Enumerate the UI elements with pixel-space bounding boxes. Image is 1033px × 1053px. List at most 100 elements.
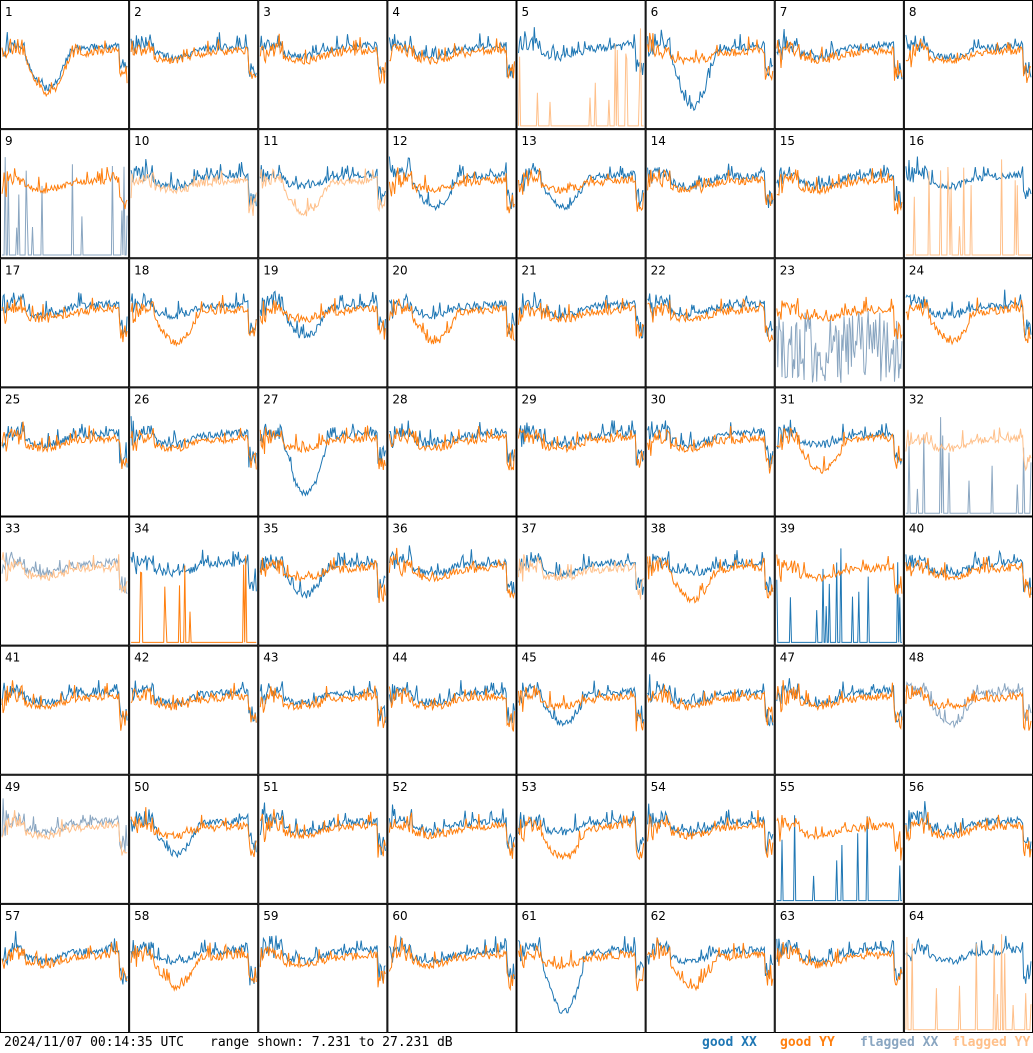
series-xx	[2, 157, 128, 256]
tile-label: 18	[134, 263, 149, 277]
tile-label: 44	[392, 651, 407, 665]
tile-border	[387, 774, 517, 904]
tile-2: 2	[129, 0, 259, 130]
tile-label: 33	[5, 522, 20, 536]
series-xx	[647, 29, 774, 112]
tile-8: 8	[903, 0, 1033, 130]
tile-24: 24	[903, 258, 1033, 388]
series-yy	[518, 815, 645, 861]
tile-1: 1	[0, 0, 130, 130]
tile-border	[129, 387, 259, 517]
tile-border	[516, 774, 646, 904]
tile-57: 57	[0, 903, 130, 1033]
series-yy	[259, 425, 386, 471]
series-xx	[1, 798, 128, 853]
series-xx	[1, 680, 128, 721]
series-yy	[130, 682, 257, 723]
tile-border	[645, 774, 775, 904]
tile-border	[903, 129, 1033, 259]
series-yy	[259, 298, 386, 340]
tile-label: 31	[780, 392, 795, 406]
series-yy	[1, 680, 128, 731]
tile-37: 37	[516, 516, 646, 646]
legend-flagged-xx: flagged XX	[860, 1035, 939, 1050]
series-yy	[1, 296, 128, 343]
series-yy	[776, 941, 903, 986]
series-xx	[1, 551, 128, 595]
tile-42: 42	[129, 645, 259, 775]
series-yy	[905, 427, 1032, 472]
series-xx	[647, 163, 774, 209]
tile-label: 52	[392, 780, 407, 794]
tile-20: 20	[387, 258, 517, 388]
tile-50: 50	[129, 774, 259, 904]
series-yy	[259, 557, 386, 604]
tile-55: 55	[774, 774, 904, 904]
tile-21: 21	[516, 258, 646, 388]
series-xx	[776, 678, 903, 723]
tile-label: 58	[134, 909, 149, 923]
tile-border	[774, 0, 904, 130]
tile-26: 26	[129, 387, 259, 517]
series-xx	[388, 156, 515, 212]
tile-label: 17	[5, 263, 20, 277]
tile-label: 57	[5, 909, 20, 923]
series-xx	[259, 935, 386, 984]
tile-label: 2	[134, 5, 142, 19]
tile-border	[903, 645, 1033, 775]
tile-53: 53	[516, 774, 646, 904]
series-xx	[905, 801, 1032, 853]
series-xx	[776, 548, 902, 643]
series-yy	[1, 552, 128, 594]
series-xx	[130, 939, 257, 986]
tile-7: 7	[774, 0, 904, 130]
series-yy	[131, 555, 257, 643]
tile-border	[516, 645, 646, 775]
series-yy	[388, 547, 515, 600]
tile-label: 41	[5, 651, 20, 665]
tile-border	[0, 645, 130, 775]
series-xx	[647, 803, 774, 855]
tile-label: 16	[909, 134, 924, 148]
series-xx	[388, 33, 515, 79]
tile-41: 41	[0, 645, 130, 775]
tile-label: 53	[522, 780, 537, 794]
tile-border	[0, 0, 130, 130]
series-yy	[259, 685, 386, 729]
tile-9: 9	[0, 129, 130, 259]
series-xx	[1, 931, 128, 985]
tile-label: 1	[5, 5, 13, 19]
series-yy	[647, 684, 774, 726]
series-yy	[259, 946, 386, 988]
tile-label: 49	[5, 780, 20, 794]
series-yy	[905, 811, 1032, 858]
series-yy	[647, 556, 774, 604]
series-yy	[905, 297, 1032, 346]
footer: 2024/11/07 00:14:35 UTC range shown: 7.2…	[0, 1033, 1033, 1053]
series-xx	[647, 674, 774, 727]
series-xx	[259, 290, 386, 339]
tile-52: 52	[387, 774, 517, 904]
tile-border	[129, 903, 259, 1033]
legend-good-xx: good XX	[702, 1035, 757, 1050]
tile-13: 13	[516, 129, 646, 259]
tile-border	[258, 0, 388, 130]
tile-46: 46	[645, 645, 775, 775]
series-xx	[518, 27, 645, 75]
tile-border	[516, 0, 646, 130]
series-yy	[259, 33, 386, 85]
tile-border	[387, 129, 517, 259]
tile-label: 10	[134, 134, 149, 148]
series-yy	[647, 169, 774, 206]
tile-25: 25	[0, 387, 130, 517]
tile-border	[645, 0, 775, 130]
series-xx	[518, 936, 645, 1014]
tile-label: 36	[392, 522, 407, 536]
series-xx	[776, 419, 903, 466]
tile-border	[258, 645, 388, 775]
tile-label: 45	[522, 651, 537, 665]
tile-5: 5	[516, 0, 646, 130]
tile-58: 58	[129, 903, 259, 1033]
tile-label: 13	[522, 134, 537, 148]
